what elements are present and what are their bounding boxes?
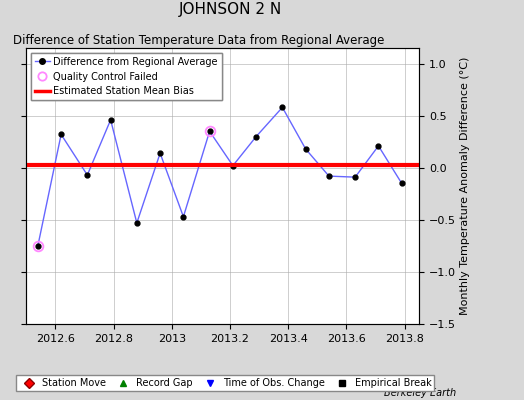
Legend: Station Move, Record Gap, Time of Obs. Change, Empirical Break: Station Move, Record Gap, Time of Obs. C… [16,375,434,391]
Text: JOHNSON 2 N: JOHNSON 2 N [179,2,282,17]
Legend: Difference from Regional Average, Quality Control Failed, Estimated Station Mean: Difference from Regional Average, Qualit… [31,53,222,100]
Text: Berkeley Earth: Berkeley Earth [384,388,456,398]
Title: Difference of Station Temperature Data from Regional Average: Difference of Station Temperature Data f… [14,34,385,47]
Y-axis label: Monthly Temperature Anomaly Difference (°C): Monthly Temperature Anomaly Difference (… [460,57,470,315]
